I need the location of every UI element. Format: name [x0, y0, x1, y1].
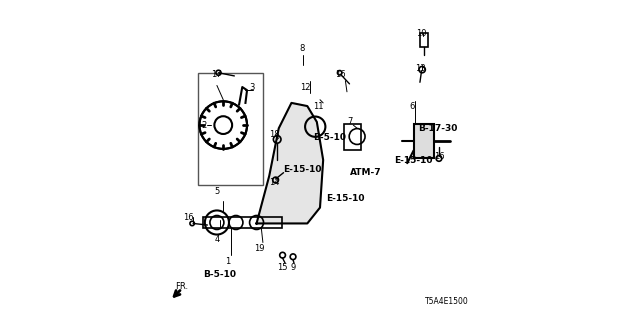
Text: 1: 1: [225, 257, 230, 266]
Text: 18: 18: [269, 130, 279, 139]
Bar: [198, 73, 263, 185]
Text: ATM-7: ATM-7: [350, 168, 382, 177]
Text: B-5-10: B-5-10: [313, 133, 346, 142]
Text: E-15-10: E-15-10: [394, 156, 433, 164]
Text: 10: 10: [416, 28, 427, 38]
Text: 17: 17: [212, 70, 222, 79]
Polygon shape: [257, 103, 323, 223]
Text: 13: 13: [415, 63, 425, 73]
Bar: [203, 217, 282, 228]
Text: 11: 11: [313, 101, 324, 111]
Text: 9: 9: [291, 263, 296, 272]
Text: 14: 14: [269, 178, 279, 187]
Bar: [413, 124, 434, 158]
Text: B-5-10: B-5-10: [204, 270, 237, 279]
Text: 8: 8: [300, 44, 305, 53]
Text: T5A4E1500: T5A4E1500: [426, 297, 469, 306]
Text: B-17-30: B-17-30: [418, 124, 457, 133]
Text: 15: 15: [276, 263, 287, 272]
Text: 2: 2: [202, 121, 207, 130]
Text: FR.: FR.: [175, 282, 189, 292]
Text: 3: 3: [249, 83, 255, 92]
Text: 12: 12: [300, 83, 311, 92]
Text: 5: 5: [214, 187, 220, 196]
Text: 7: 7: [348, 117, 353, 126]
Text: 16: 16: [335, 70, 346, 79]
Text: 16: 16: [434, 152, 444, 161]
Bar: [420, 33, 428, 47]
Bar: [344, 124, 361, 150]
Text: 6: 6: [410, 101, 415, 111]
Text: 19: 19: [255, 244, 265, 253]
Text: E-15-10: E-15-10: [326, 194, 365, 203]
Text: 16: 16: [183, 212, 194, 222]
Text: E-15-10: E-15-10: [284, 165, 322, 174]
Text: 4: 4: [214, 235, 220, 244]
